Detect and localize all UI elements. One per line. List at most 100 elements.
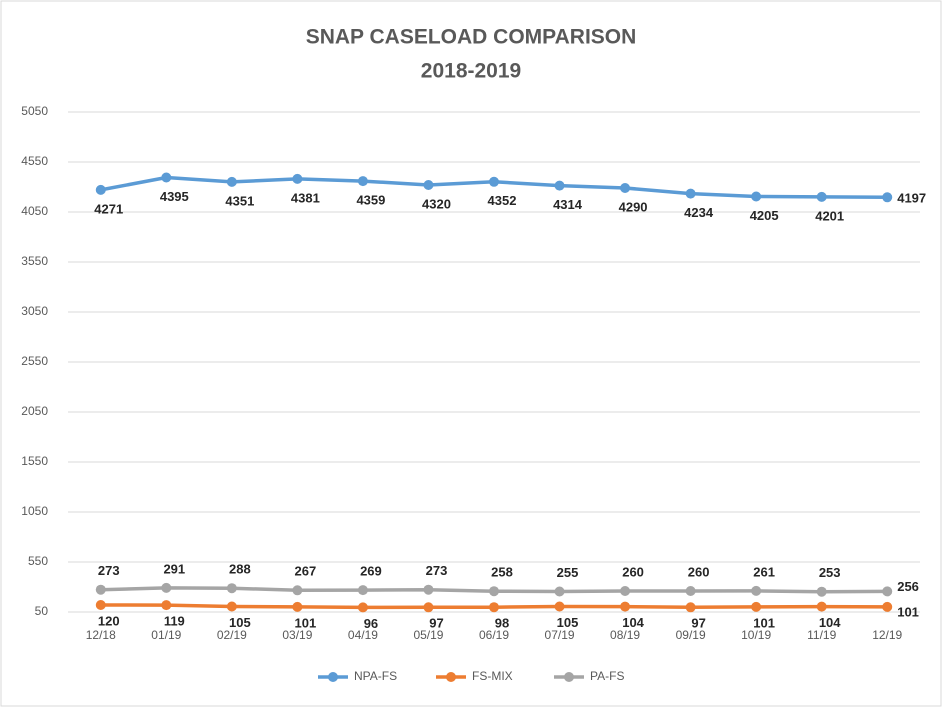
value-label: 101: [753, 615, 775, 630]
point: [95, 600, 106, 610]
value-label: 98: [495, 616, 509, 631]
y-tick-label: 1050: [21, 504, 48, 518]
x-tick-label: 03/19: [282, 628, 312, 642]
legend-marker: [328, 672, 338, 682]
value-label: 291: [163, 561, 185, 576]
point: [226, 583, 237, 594]
value-label: 4197: [897, 191, 926, 206]
point: [423, 602, 434, 613]
value-label: 101: [295, 615, 317, 630]
value-label: 96: [364, 616, 378, 631]
x-tick-label: 04/19: [348, 628, 378, 642]
y-tick-label: 3050: [21, 304, 48, 318]
point: [816, 601, 827, 612]
point: [554, 601, 565, 612]
point: [292, 601, 303, 612]
value-label: 273: [98, 563, 120, 578]
point: [882, 601, 893, 612]
point: [226, 601, 237, 612]
value-label: 4314: [553, 197, 583, 212]
point: [292, 585, 303, 596]
point: [816, 191, 827, 202]
x-tick-label: 09/19: [676, 628, 706, 642]
point: [751, 585, 762, 596]
legend-label: NPA-FS: [354, 669, 397, 683]
x-tick-label: 12/18: [86, 628, 116, 642]
point: [751, 601, 762, 612]
point: [489, 176, 499, 187]
point: [554, 586, 565, 597]
point: [554, 180, 565, 191]
y-tick-label: 4550: [21, 154, 48, 168]
value-label: 97: [691, 616, 705, 631]
y-tick-label: 1550: [21, 454, 48, 468]
y-tick-label: 4050: [21, 204, 48, 218]
y-tick-label: 50: [35, 604, 49, 618]
point: [620, 586, 631, 596]
point: [489, 586, 499, 597]
point: [423, 180, 434, 190]
point: [685, 586, 696, 596]
value-label: 4395: [160, 189, 189, 204]
value-label: 267: [295, 564, 317, 579]
point: [751, 191, 762, 202]
value-label: 104: [819, 615, 841, 630]
value-label: 269: [360, 564, 382, 579]
value-label: 4234: [684, 205, 714, 220]
y-tick-label: 5050: [21, 104, 48, 118]
y-tick-label: 2550: [21, 354, 48, 368]
point: [226, 176, 237, 187]
value-label: 4290: [619, 199, 648, 214]
value-label: 4351: [225, 193, 254, 208]
value-label: 4352: [488, 193, 517, 208]
value-label: 105: [557, 615, 579, 630]
value-label: 256: [897, 579, 919, 594]
value-label: 261: [753, 564, 775, 579]
value-label: 258: [491, 565, 513, 580]
chart-subtitle: 2018-2019: [421, 60, 521, 83]
value-label: 255: [557, 565, 579, 580]
value-label: 4271: [94, 201, 123, 216]
point: [161, 172, 172, 183]
point: [292, 173, 303, 184]
value-label: 4381: [291, 190, 320, 205]
point: [423, 584, 434, 595]
point: [816, 586, 827, 597]
value-label: 119: [164, 614, 185, 629]
point: [489, 602, 499, 613]
value-label: 105: [229, 615, 251, 630]
value-label: 4320: [422, 196, 451, 211]
x-tick-label: 10/19: [741, 628, 771, 642]
x-tick-label: 07/19: [545, 628, 575, 642]
point: [95, 184, 106, 195]
value-label: 120: [98, 613, 120, 628]
point: [95, 584, 106, 595]
value-label: 253: [819, 565, 841, 580]
value-label: 4359: [356, 193, 385, 208]
point: [161, 582, 172, 593]
y-tick-label: 3550: [21, 254, 48, 268]
point: [357, 176, 368, 187]
y-tick-label: 2050: [21, 404, 48, 418]
x-tick-label: 02/19: [217, 628, 247, 642]
value-label: 260: [622, 564, 644, 579]
value-label: 101: [897, 604, 919, 619]
legend-marker: [446, 672, 456, 682]
point: [685, 602, 696, 613]
point: [620, 183, 631, 193]
legend-label: FS-MIX: [472, 669, 513, 683]
x-tick-label: 06/19: [479, 628, 509, 642]
value-label: 4201: [815, 208, 844, 223]
value-label: 273: [426, 563, 448, 578]
point: [357, 602, 368, 613]
x-tick-label: 08/19: [610, 628, 640, 642]
point: [620, 601, 631, 612]
x-tick-label: 05/19: [413, 628, 443, 642]
value-label: 260: [688, 564, 710, 579]
point: [357, 585, 368, 596]
legend-marker: [564, 672, 574, 682]
y-tick-label: 550: [28, 554, 48, 568]
x-tick-label: 01/19: [151, 628, 181, 642]
